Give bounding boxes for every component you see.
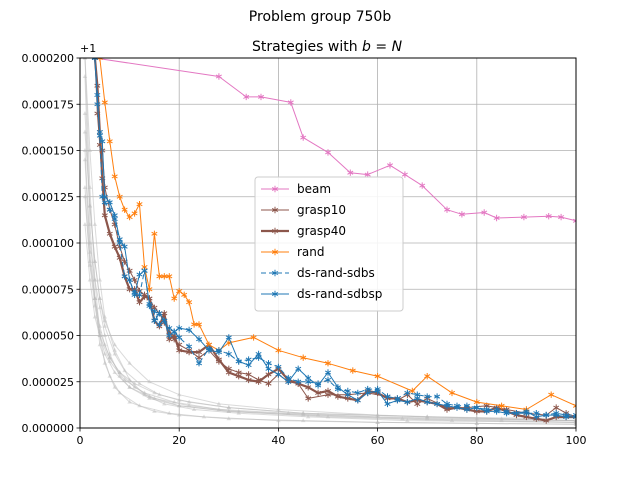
background-series-line	[84, 58, 576, 423]
y-tick-label: 0.000150	[22, 145, 75, 158]
y-tick-label: 0.000025	[22, 376, 75, 389]
legend-marker-grasp10	[271, 206, 279, 214]
legend-label-grasp10: grasp10	[297, 203, 346, 217]
y-tick-label: 0.000200	[22, 52, 75, 65]
background-series-line	[84, 131, 576, 422]
axes-title-prefix: Strategies with	[252, 39, 362, 55]
x-tick-label: 40	[271, 434, 285, 447]
legend-box	[254, 176, 404, 312]
series-markers-beam	[91, 58, 576, 224]
legend-marker-ds-rand-sdbs	[271, 269, 279, 277]
legend-marker-beam	[271, 185, 279, 193]
y-tick-label: 0.000000	[22, 422, 75, 435]
x-tick-label: 80	[470, 434, 484, 447]
series-group	[91, 58, 576, 424]
x-tick-label: 20	[172, 434, 186, 447]
axes-title-math: b = N	[362, 39, 403, 55]
axes-title: Strategies with b = N	[252, 39, 403, 55]
y-axis: 0.000000 0.000025 0.000050 0.000075 0.000100…	[22, 52, 80, 435]
legend-label-grasp40: grasp40	[297, 224, 346, 238]
series-markers-rand	[96, 58, 576, 413]
legend-label-rand: rand	[297, 245, 325, 259]
y-tick-label: 0.000125	[22, 191, 75, 204]
x-tick-label: 60	[371, 434, 385, 447]
y-tick-label: 0.000175	[22, 98, 75, 111]
background-series-group	[82, 58, 576, 426]
legend-marker-rand	[271, 248, 279, 256]
series-line-grasp10	[94, 58, 576, 418]
y-tick-label: 0.000050	[22, 330, 75, 343]
legend: beam grasp10 grasp40 rand ds-rand-sdbs ds-ran…	[254, 176, 404, 312]
series-markers-ds-rand-sdbsp	[91, 58, 576, 421]
y-tick-label: 0.000100	[22, 237, 75, 250]
series-line-beam	[94, 58, 576, 222]
x-tick-label: 0	[77, 434, 84, 447]
background-series-line	[84, 196, 576, 422]
x-tick-label: 100	[566, 434, 587, 447]
legend-marker-ds-rand-sdbsp	[271, 290, 279, 298]
legend-label-ds-rand-sdbsp: ds-rand-sdbsp	[297, 287, 382, 301]
y-offset-text: +1	[80, 42, 96, 55]
figure-suptitle: Problem group 750b	[249, 9, 392, 25]
legend-label-beam: beam	[297, 182, 331, 196]
x-axis: 0 20 40 60 80 100	[77, 428, 587, 447]
legend-label-ds-rand-sdbs: ds-rand-sdbs	[297, 266, 375, 280]
y-tick-label: 0.000075	[22, 283, 75, 296]
legend-marker-grasp40	[271, 227, 279, 235]
background-series-line	[84, 159, 576, 422]
background-series-line	[84, 224, 576, 423]
